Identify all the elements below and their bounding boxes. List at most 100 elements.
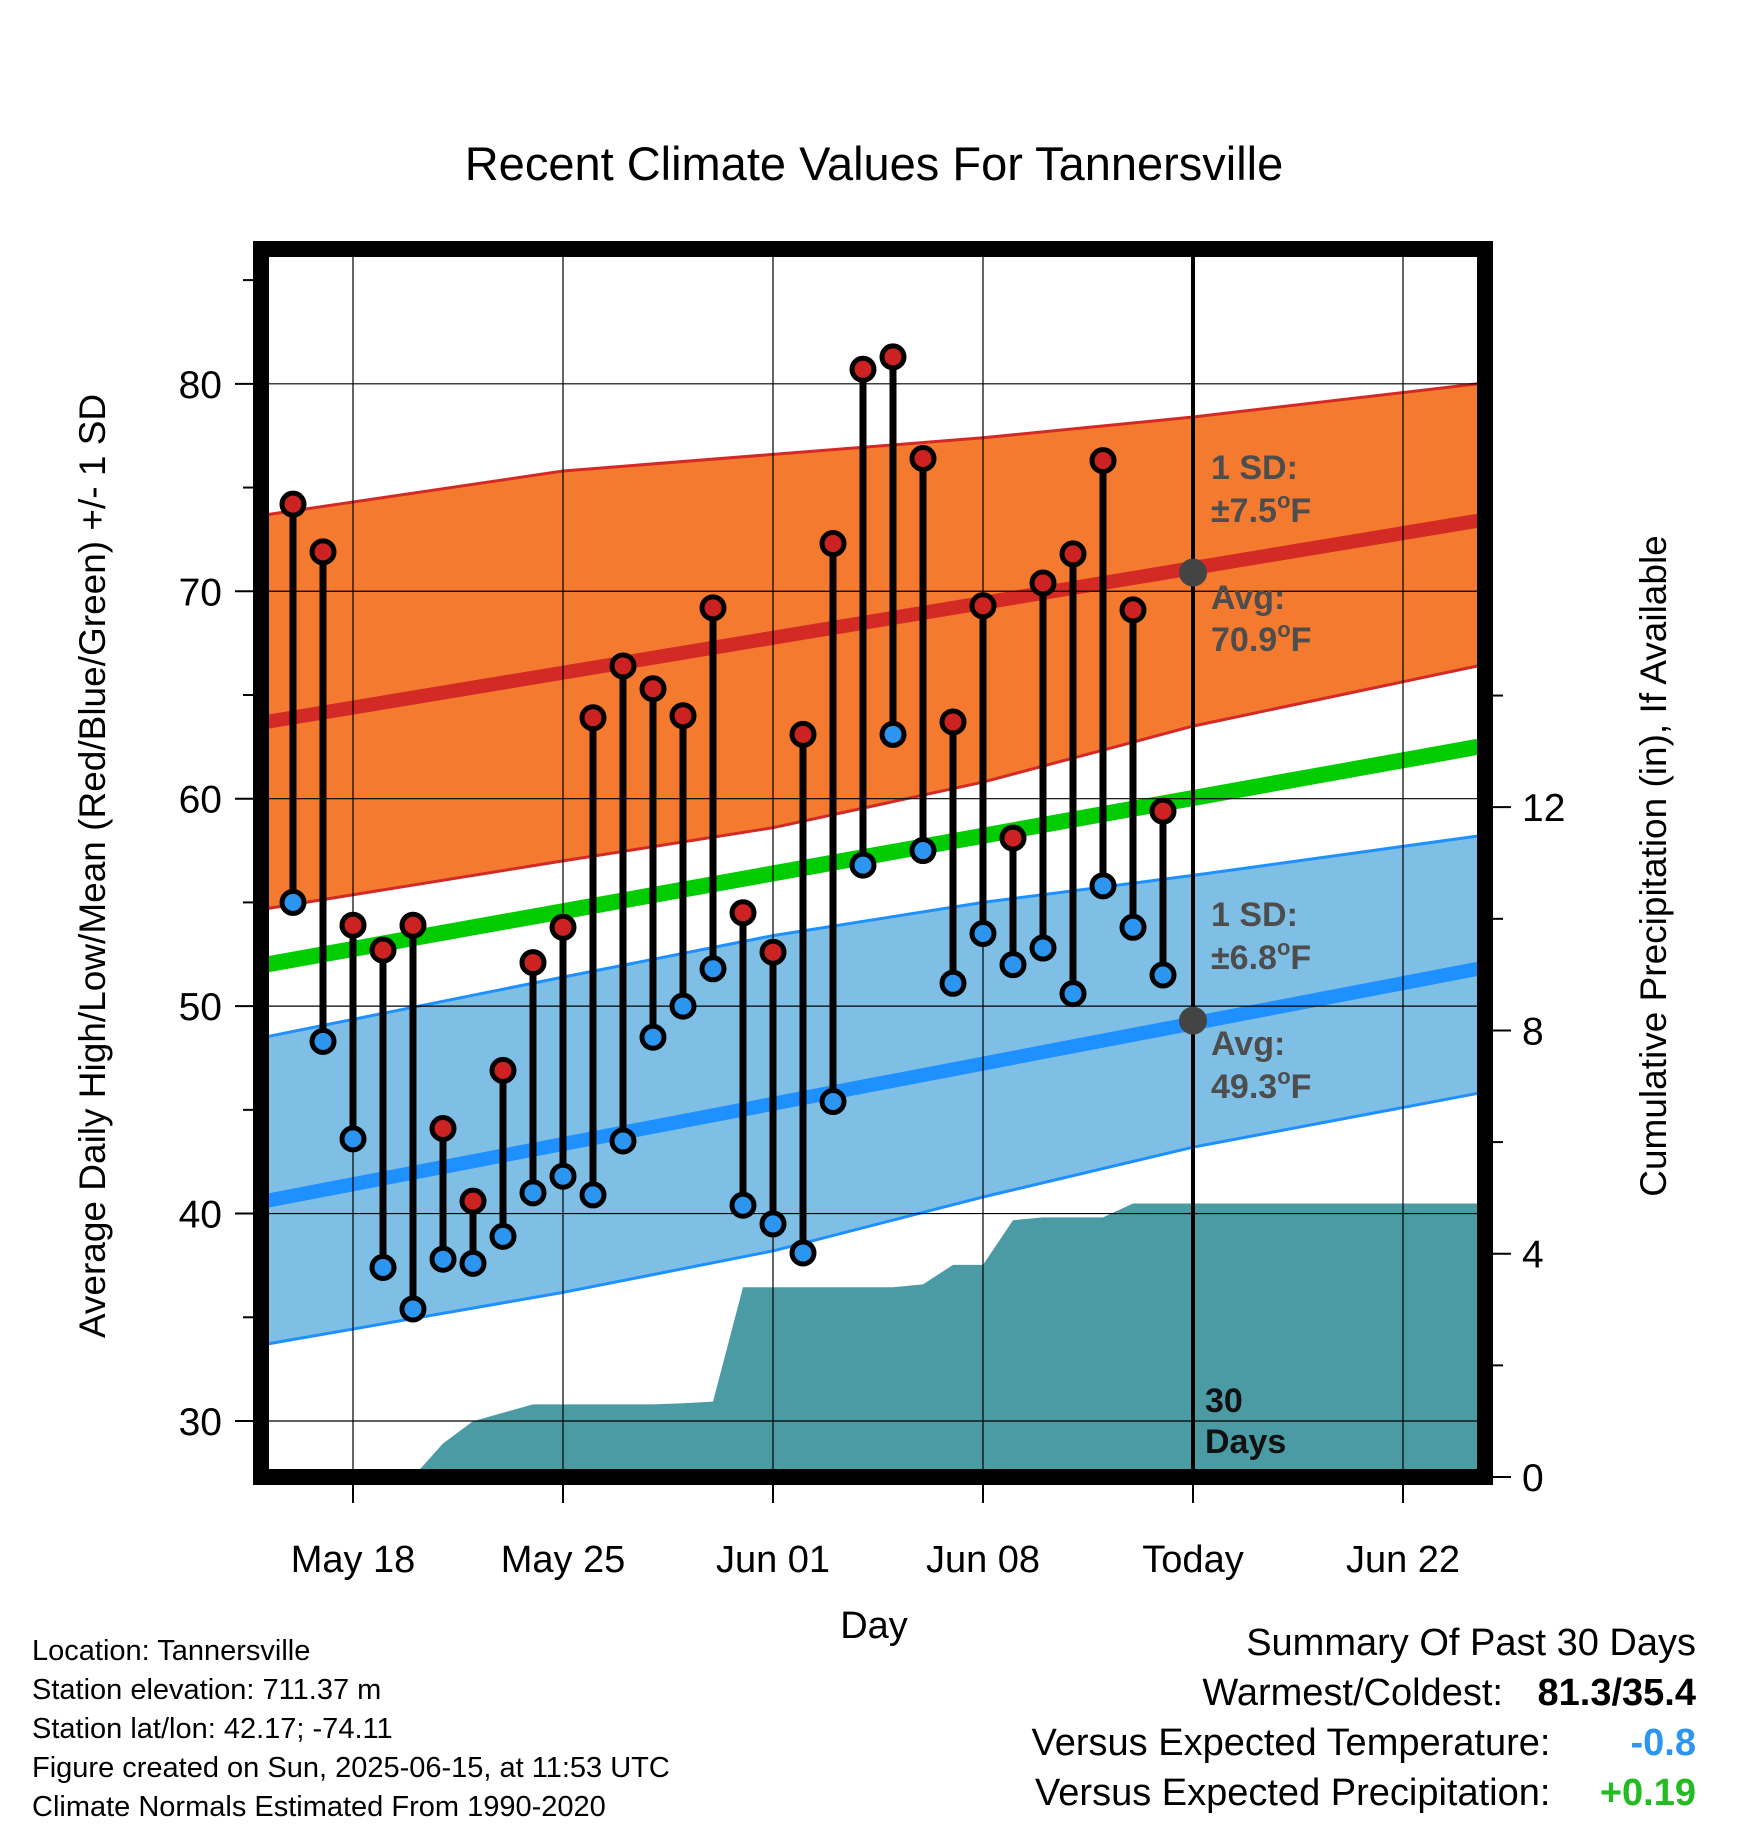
- elevation-text: Station elevation: 711.37 m: [32, 1674, 382, 1706]
- low-avg-label-value: Avg:: [1211, 1025, 1285, 1063]
- high-avg-value-unit: F: [1291, 621, 1312, 659]
- high-point: [489, 1056, 517, 1084]
- low-point: [729, 1191, 757, 1219]
- low-point: [519, 1179, 547, 1207]
- high-point: [549, 913, 577, 941]
- low-point: [279, 888, 307, 916]
- high-sd-value-degree: o: [1277, 488, 1290, 513]
- summary-title: Summary Of Past 30 Days: [1246, 1622, 1696, 1664]
- axes: 30 40 50 60 70 80 0 4 8 12 May 18 May 25 Jun 01 Jun 0…: [179, 241, 1565, 1581]
- high-point: [819, 530, 847, 558]
- high-avg-label-value: Avg:: [1211, 579, 1285, 617]
- days-label-line1: 30: [1205, 1382, 1243, 1420]
- high-point: [999, 824, 1027, 852]
- low-point: [879, 720, 907, 748]
- low-point: [579, 1181, 607, 1209]
- low-point: [429, 1245, 457, 1273]
- low-point: [1119, 913, 1147, 941]
- warmest-label: Warmest/Coldest:: [1202, 1672, 1503, 1714]
- today-low-avg-marker: [1179, 1006, 1207, 1035]
- summary-precip-row: Versus Expected Precipitation: +0.19: [1032, 1768, 1696, 1818]
- y-tick-label: 60: [179, 779, 222, 822]
- high-sd-label-value: 1 SD:: [1211, 449, 1298, 487]
- precip-label: Versus Expected Precipitation:: [1035, 1772, 1551, 1814]
- low-point: [339, 1125, 367, 1153]
- plot-frame: [253, 241, 1493, 1485]
- x-tick-label: Today: [1142, 1539, 1243, 1581]
- low-point: [1029, 934, 1057, 962]
- summary-panel: Summary Of Past 30 Days Warmest/Coldest:…: [1032, 1618, 1696, 1818]
- low-sd-label-value: 1 SD:: [1211, 896, 1298, 934]
- y2-axis-title: Cumulative Precipitation (in), If Availa…: [1633, 535, 1674, 1197]
- low-avg-value-unit: F: [1291, 1068, 1312, 1106]
- high-point: [429, 1115, 457, 1143]
- low-point: [369, 1253, 397, 1281]
- high-point: [639, 675, 667, 703]
- low-avg-value: 49.3oF: [1211, 1064, 1311, 1106]
- high-avg-value: 70.9oF: [1211, 617, 1311, 659]
- high-point: [519, 949, 547, 977]
- low-point: [1149, 961, 1177, 989]
- high-point: [909, 445, 937, 473]
- low-point: [1089, 872, 1117, 900]
- low-point: [699, 955, 727, 983]
- high-sd-band: [261, 383, 1478, 910]
- today-high-avg-marker: [1179, 558, 1207, 587]
- high-point: [789, 720, 817, 748]
- low-upper-line: [261, 834, 1479, 1040]
- low-sd-value: ±6.8oF: [1211, 935, 1311, 977]
- high-sd-value-unit: F: [1290, 492, 1311, 530]
- low-point: [969, 920, 997, 948]
- high-point: [339, 911, 367, 939]
- low-point: [849, 851, 877, 879]
- low-point: [669, 992, 697, 1020]
- high-point: [1149, 797, 1177, 825]
- precip-value: +0.19: [1599, 1772, 1696, 1814]
- low-normal-line: [261, 961, 1480, 1209]
- low-point: [759, 1210, 787, 1238]
- high-point: [579, 704, 607, 732]
- low-point: [459, 1249, 487, 1277]
- high-point: [879, 343, 907, 371]
- low-sd-label: 1 SD:: [1211, 896, 1298, 934]
- days-label-line2: Days: [1205, 1423, 1286, 1461]
- low-point: [939, 969, 967, 997]
- y-tick-label: 30: [179, 1401, 222, 1444]
- low-point: [789, 1239, 817, 1267]
- high-lower-line: [261, 664, 1479, 912]
- created-text: Figure created on Sun, 2025-06-15, at 11…: [32, 1752, 670, 1784]
- high-point: [459, 1187, 487, 1215]
- high-point: [399, 911, 427, 939]
- y2-tick-label: 12: [1522, 787, 1565, 830]
- x-tick-label: May 18: [291, 1539, 416, 1581]
- y2-tick-label: 8: [1522, 1010, 1544, 1053]
- low-point: [1059, 980, 1087, 1008]
- high-sd-label: 1 SD:: [1211, 449, 1298, 487]
- high-point: [1089, 447, 1117, 475]
- y-tick-label: 40: [179, 1194, 222, 1237]
- high-point: [759, 938, 787, 966]
- x-tick-label: May 25: [501, 1539, 626, 1581]
- high-point: [279, 490, 307, 518]
- high-point: [1059, 540, 1087, 568]
- low-point: [999, 951, 1027, 979]
- x-tick-label: Jun 22: [1346, 1539, 1460, 1581]
- low-point: [639, 1023, 667, 1051]
- y2-tick-label: 0: [1522, 1457, 1544, 1500]
- low-avg-label: Avg:: [1211, 1025, 1285, 1063]
- warmest-value: 81.3/35.4: [1537, 1672, 1696, 1714]
- high-avg-label: Avg:: [1211, 579, 1285, 617]
- high-point: [1029, 569, 1057, 597]
- high-point: [609, 652, 637, 680]
- high-point: [969, 592, 997, 620]
- high-avg-value-degree: o: [1277, 617, 1290, 642]
- x-axis-title: Day: [840, 1605, 908, 1647]
- low-point: [609, 1127, 637, 1155]
- summary-temp-row: Versus Expected Temperature: -0.8: [1032, 1718, 1696, 1768]
- high-upper-line: [261, 382, 1479, 518]
- latlon-text: Station lat/lon: 42.17; -74.11: [32, 1713, 393, 1745]
- summary-warmest-row: Warmest/Coldest: 81.3/35.4: [1032, 1668, 1696, 1718]
